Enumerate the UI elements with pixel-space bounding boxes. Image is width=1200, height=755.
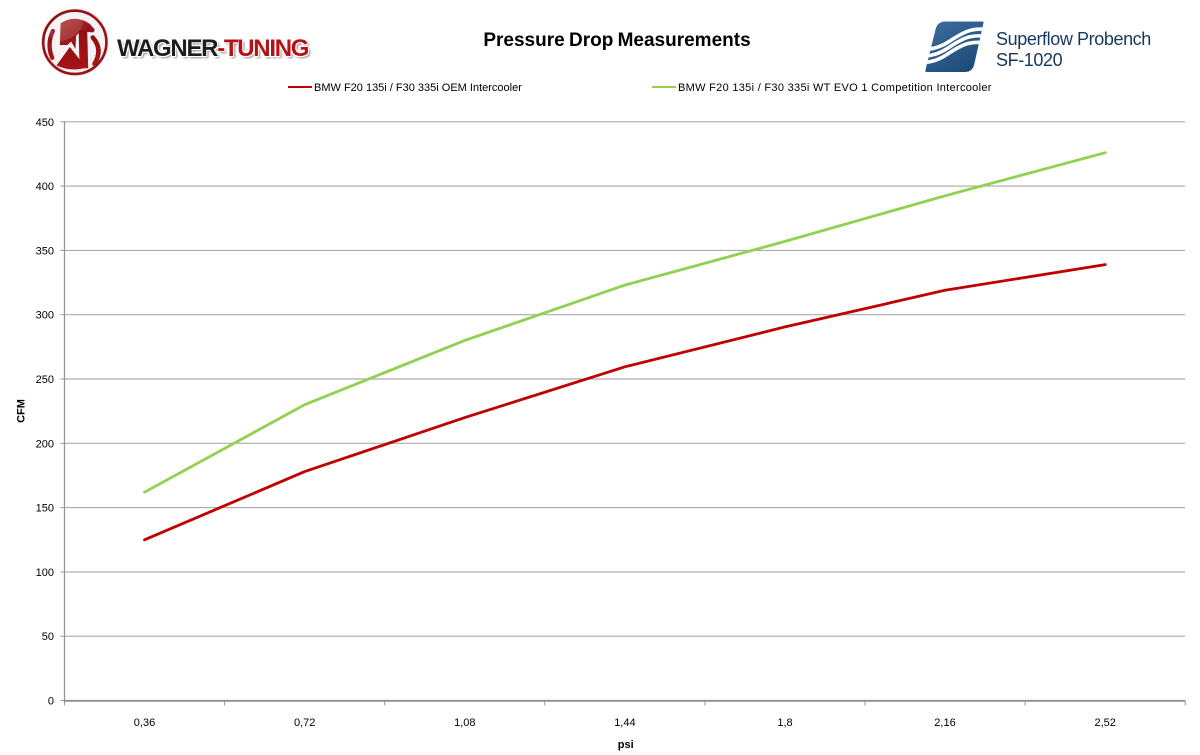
svg-text:250: 250 [36,374,54,386]
svg-text:0: 0 [48,696,54,708]
svg-text:0,72: 0,72 [294,717,315,729]
svg-text:100: 100 [36,567,54,579]
svg-text:1,08: 1,08 [454,717,475,729]
svg-text:400: 400 [36,181,54,193]
svg-text:450: 450 [36,117,54,129]
svg-text:0,36: 0,36 [134,717,155,729]
svg-text:CFM: CFM [15,399,27,423]
svg-text:300: 300 [36,310,54,322]
svg-text:200: 200 [36,438,54,450]
svg-text:2,52: 2,52 [1094,717,1115,729]
svg-text:2,16: 2,16 [934,717,955,729]
svg-text:psi: psi [618,739,634,751]
svg-text:1,8: 1,8 [777,717,792,729]
svg-text:1,44: 1,44 [614,717,635,729]
svg-text:350: 350 [36,245,54,257]
svg-text:150: 150 [36,503,54,515]
svg-text:50: 50 [42,631,54,643]
